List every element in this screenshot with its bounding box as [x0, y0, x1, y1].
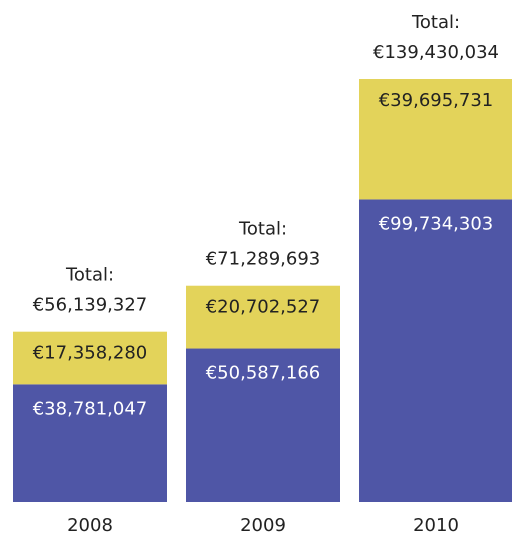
bar-segment	[186, 348, 340, 502]
value-label: €99,734,303	[379, 213, 494, 234]
value-label: €39,695,731	[379, 90, 494, 111]
value-label: €38,781,047	[33, 398, 148, 419]
value-label: €17,358,280	[33, 343, 148, 364]
total-title: Total:	[65, 265, 114, 286]
total-title: Total:	[238, 219, 287, 240]
bar-segment	[359, 79, 512, 200]
total-label: €139,430,034	[373, 42, 499, 63]
x-tick-label: 2009	[240, 515, 286, 536]
bar-segment	[13, 331, 167, 385]
x-tick-label: 2008	[67, 515, 113, 536]
bar-segment	[13, 384, 167, 502]
total-label: €56,139,327	[33, 295, 148, 316]
x-tick-label: 2010	[413, 515, 459, 536]
value-label: €20,702,527	[206, 297, 321, 318]
bar-segment	[186, 285, 340, 349]
total-label: €71,289,693	[206, 249, 321, 270]
total-title: Total:	[411, 12, 460, 33]
bar-segment	[359, 199, 512, 502]
value-label: €50,587,166	[206, 363, 321, 384]
